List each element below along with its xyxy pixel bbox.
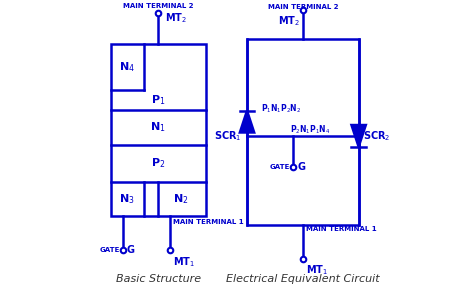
Text: SCR$_2$: SCR$_2$ bbox=[363, 129, 390, 143]
Text: P$_1$N$_1$P$_2$N$_2$: P$_1$N$_1$P$_2$N$_2$ bbox=[261, 103, 301, 115]
Text: MT$_2$: MT$_2$ bbox=[278, 14, 300, 28]
Text: MT$_2$: MT$_2$ bbox=[165, 12, 187, 25]
Polygon shape bbox=[352, 125, 366, 147]
Bar bbox=[111, 44, 206, 216]
Text: N$_4$: N$_4$ bbox=[119, 60, 135, 74]
Text: MT$_1$: MT$_1$ bbox=[306, 264, 328, 277]
Text: MAIN TERMINAL 2: MAIN TERMINAL 2 bbox=[123, 3, 193, 9]
Text: Electrical Equivalent Circuit: Electrical Equivalent Circuit bbox=[226, 274, 380, 284]
Text: G: G bbox=[127, 245, 135, 255]
Text: N$_3$: N$_3$ bbox=[119, 192, 135, 206]
Text: MAIN TERMINAL 1: MAIN TERMINAL 1 bbox=[306, 226, 376, 232]
Text: MAIN TERMINAL 1: MAIN TERMINAL 1 bbox=[173, 219, 243, 225]
Text: P$_2$: P$_2$ bbox=[151, 156, 165, 170]
Text: GATE: GATE bbox=[99, 247, 119, 253]
Text: N$_1$: N$_1$ bbox=[150, 121, 166, 134]
Polygon shape bbox=[240, 111, 254, 132]
Text: MT$_1$: MT$_1$ bbox=[173, 255, 195, 269]
Text: P$_1$: P$_1$ bbox=[151, 93, 165, 107]
Text: Basic Structure: Basic Structure bbox=[116, 274, 201, 284]
Text: SCR$_1$: SCR$_1$ bbox=[214, 129, 241, 143]
Text: P$_2$N$_1$P$_1$N$_4$: P$_2$N$_1$P$_1$N$_4$ bbox=[290, 124, 330, 136]
Bar bbox=[247, 39, 359, 225]
Text: N$_2$: N$_2$ bbox=[173, 192, 189, 206]
Text: G: G bbox=[297, 162, 305, 173]
Text: MAIN TERMINAL 2: MAIN TERMINAL 2 bbox=[268, 4, 338, 10]
Text: GATE: GATE bbox=[270, 164, 290, 171]
